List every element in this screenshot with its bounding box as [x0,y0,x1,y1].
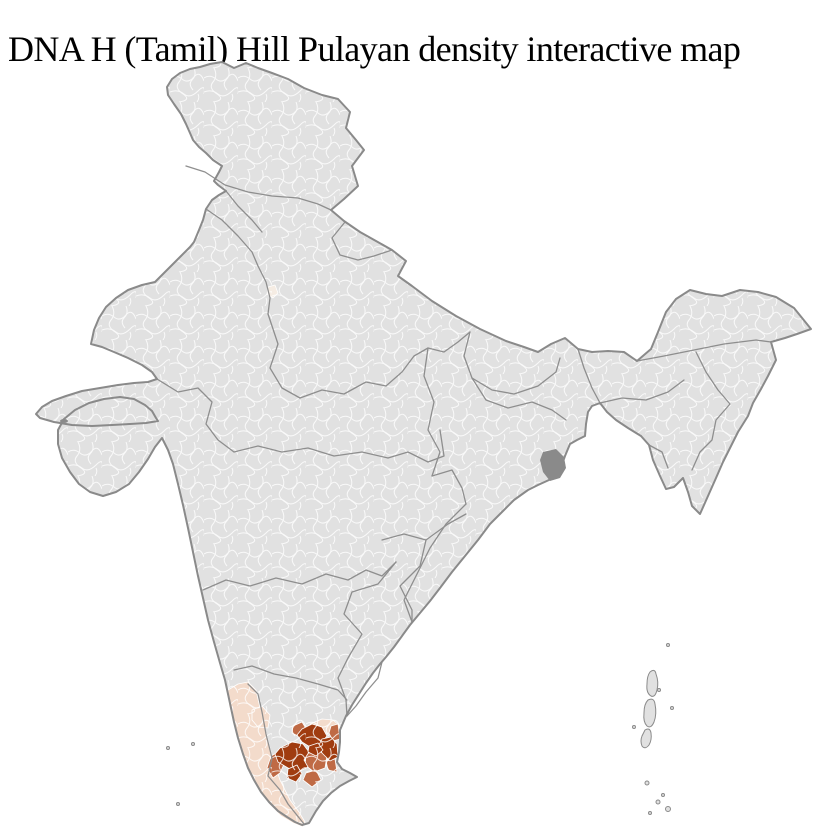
andaman-nicobar-islands [632,643,674,815]
india-base-districts[interactable] [36,62,811,825]
lakshadweep-islands [166,742,195,806]
district-texture-overlay [36,62,811,825]
page-title: DNA H (Tamil) Hill Pulayan density inter… [8,29,741,70]
state-borders [156,165,772,825]
